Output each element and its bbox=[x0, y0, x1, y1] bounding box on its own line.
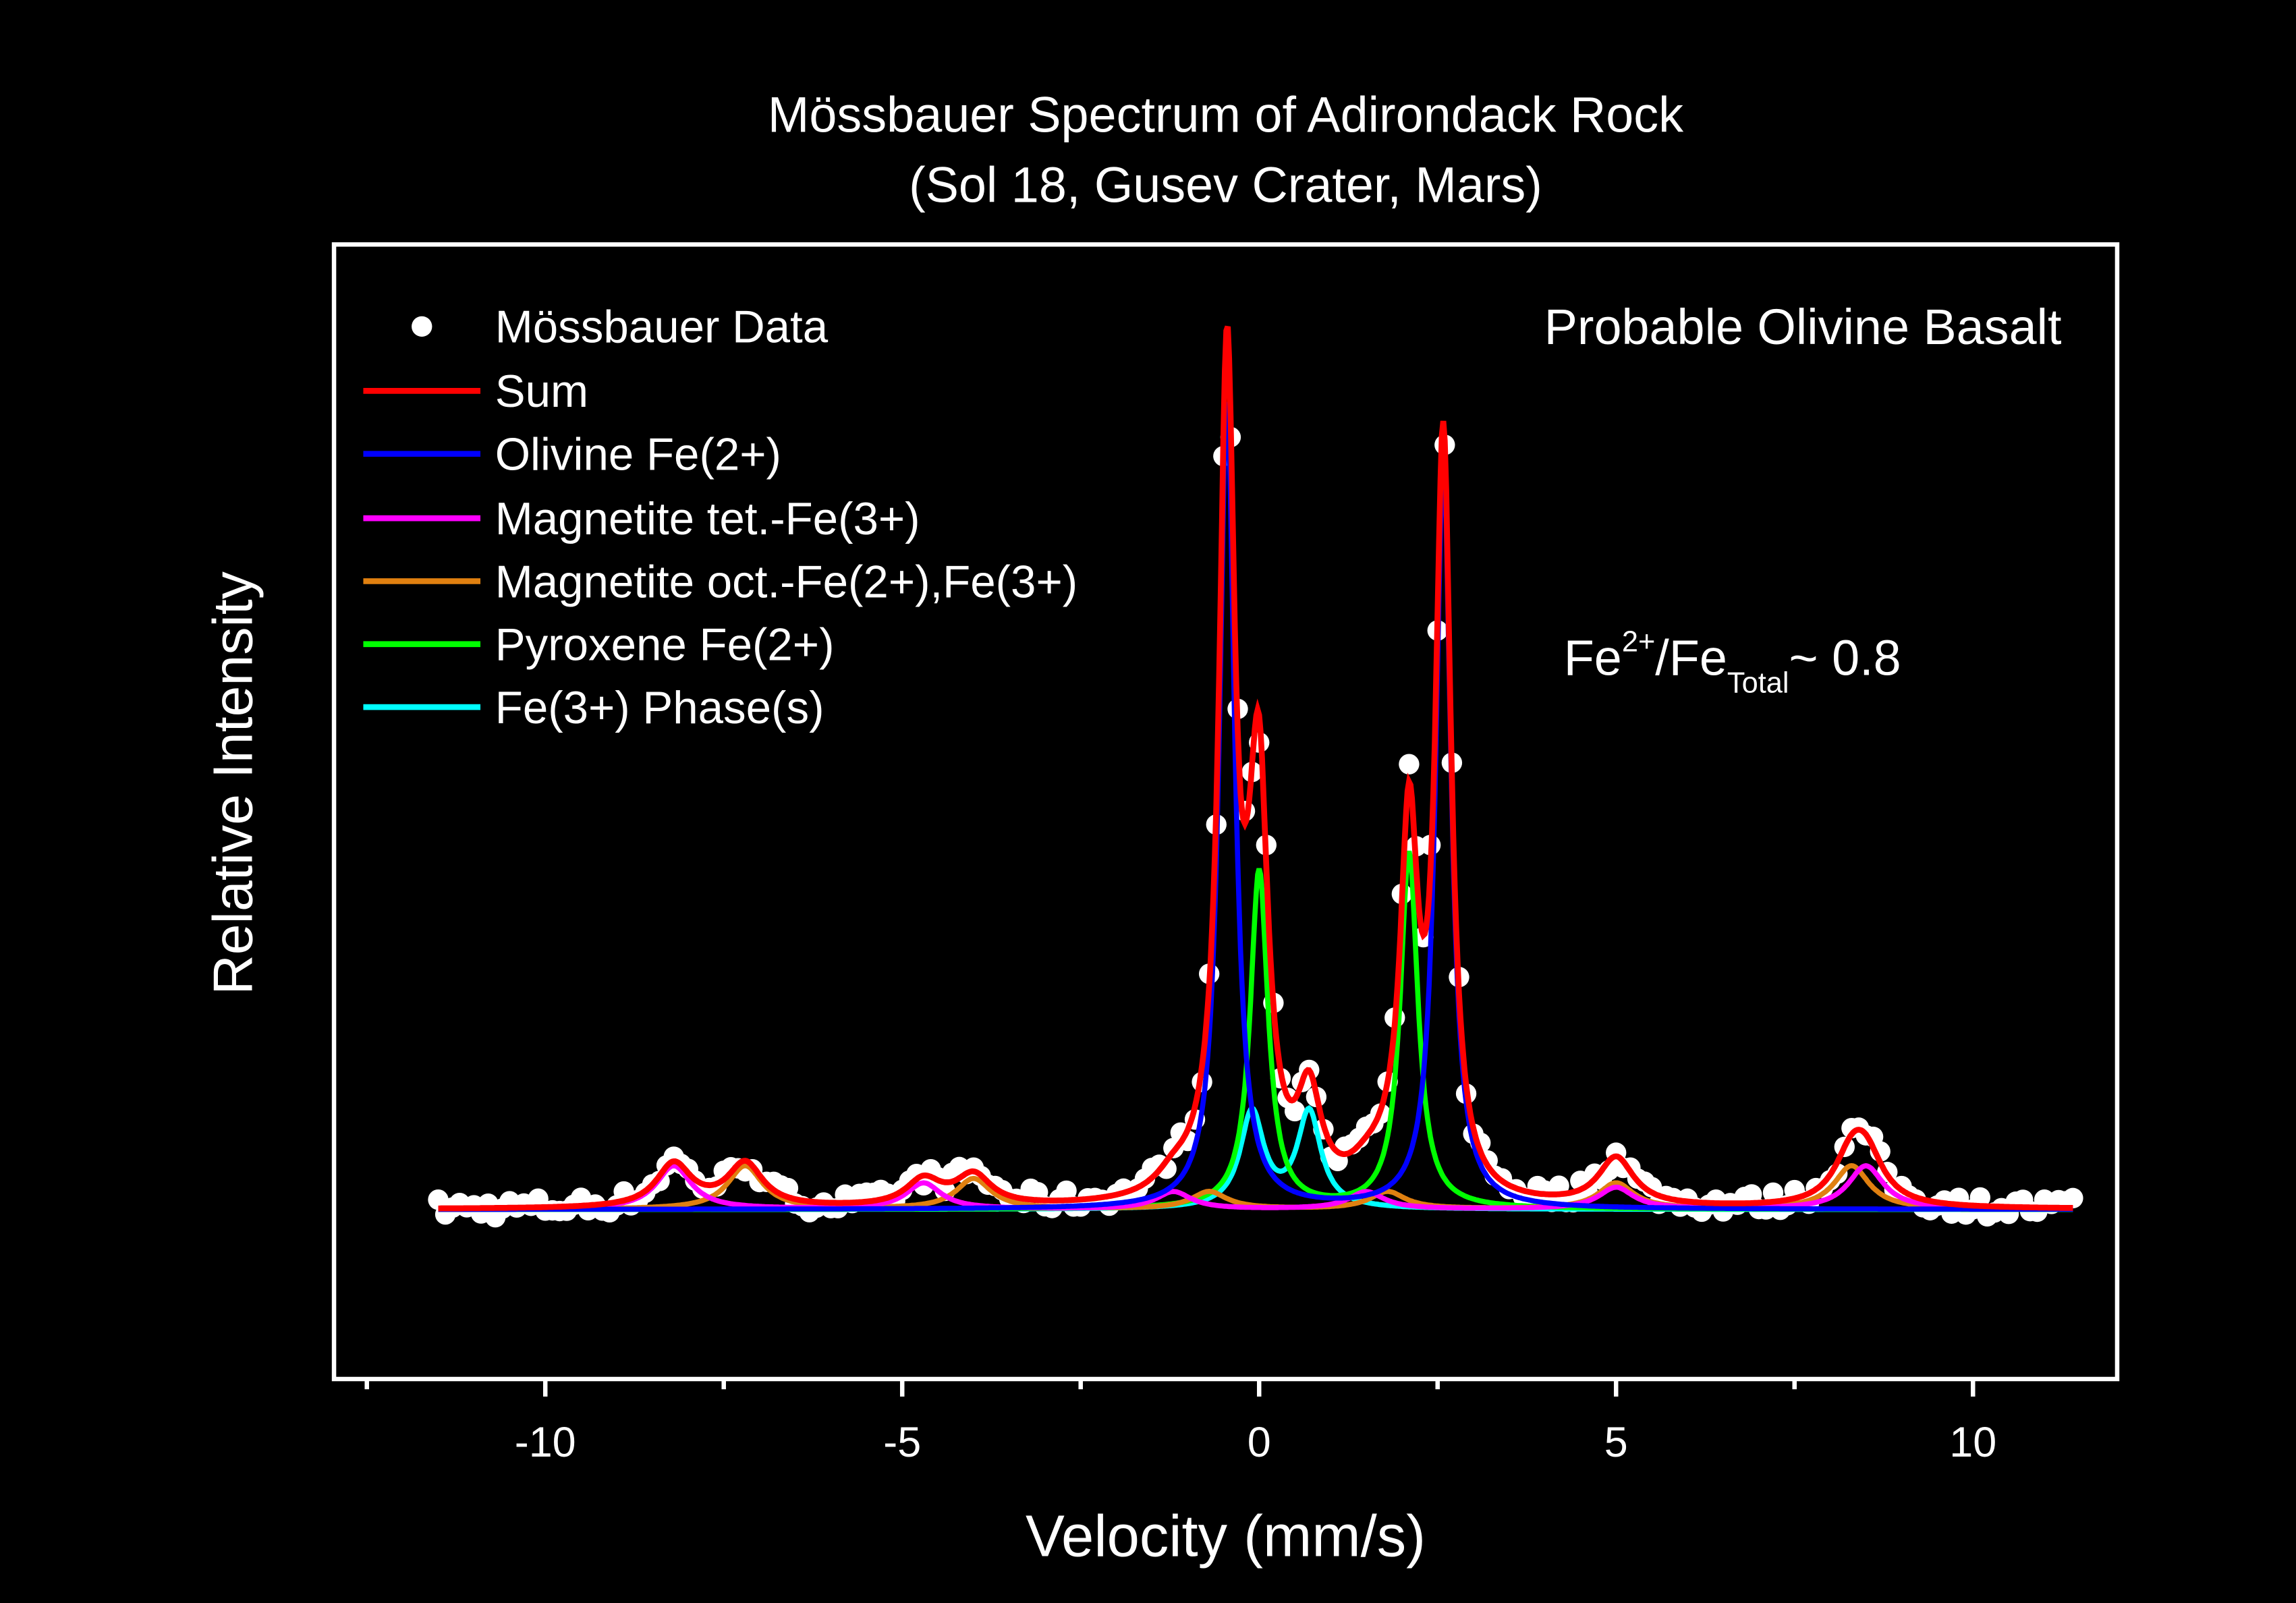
data-point bbox=[2063, 1187, 2083, 1209]
series-magnetite-tet-fe-3- bbox=[438, 1162, 2073, 1212]
legend-label: Pyroxene Fe(2+) bbox=[495, 620, 835, 671]
x-axis: -10 -5 0 5 10 bbox=[364, 1379, 1996, 1466]
series-olivine-fe-2- bbox=[438, 401, 2073, 1212]
x-tick-label: 10 bbox=[1949, 1419, 1996, 1466]
legend-label: Fe(3+) Phase(s) bbox=[495, 683, 824, 733]
data-point bbox=[1284, 1100, 1306, 1122]
legend: Mössbauer Data Sum Olivine Fe(2+) Magnetite… bbox=[363, 302, 1077, 733]
data-point bbox=[1399, 754, 1420, 775]
rock-type-annotation: Probable Olivine Basalt bbox=[1544, 299, 2062, 355]
x-tick-label: -5 bbox=[883, 1419, 921, 1466]
plot-frame bbox=[331, 242, 2120, 1382]
legend-label: Sum bbox=[495, 366, 588, 417]
legend-label: Magnetite tet.-Fe(3+) bbox=[495, 494, 920, 544]
data-point bbox=[1762, 1182, 1784, 1203]
fit-curves bbox=[438, 325, 2073, 1212]
legend-marker bbox=[412, 316, 432, 337]
y-axis-label: Relative Intensity bbox=[202, 571, 264, 995]
data-point bbox=[1969, 1187, 1991, 1208]
chart-title: Mössbauer Spectrum of Adirondack Rock bbox=[768, 86, 1683, 142]
fe-ratio-annotation: Fe2+/FeTotal~ 0.8 bbox=[1564, 626, 1901, 700]
legend-label: Mössbauer Data bbox=[495, 302, 829, 353]
x-tick-label: -10 bbox=[515, 1419, 576, 1466]
chart-subtitle: (Sol 18, Gusev Crater, Mars) bbox=[909, 157, 1542, 213]
data-point bbox=[1056, 1180, 1077, 1202]
x-axis-label: Velocity (mm/s) bbox=[1026, 1504, 1426, 1569]
legend-label: Olivine Fe(2+) bbox=[495, 430, 781, 480]
series-sum bbox=[438, 325, 2073, 1212]
x-tick-label: 0 bbox=[1248, 1419, 1271, 1466]
legend-label: Magnetite oct.-Fe(2+),Fe(3+) bbox=[495, 557, 1077, 607]
x-tick-label: 5 bbox=[1604, 1419, 1628, 1466]
